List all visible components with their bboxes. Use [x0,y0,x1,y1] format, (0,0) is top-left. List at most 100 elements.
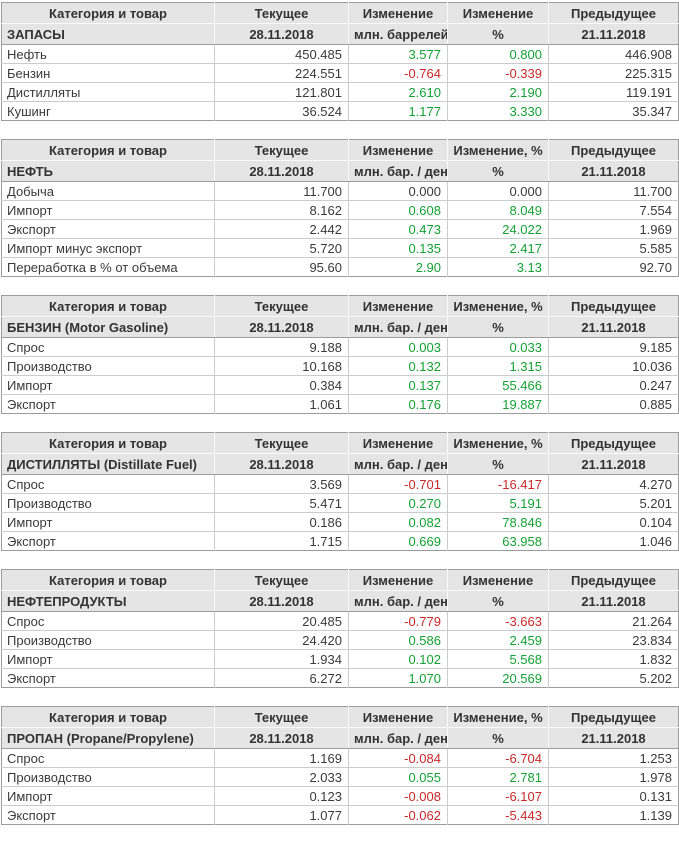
table-title: НЕФТЬ [1,160,215,182]
change-value: 2.90 [348,257,448,277]
propane-table: Категория и товар Текущее Изменение Изме… [1,706,679,825]
col-header-current: Текущее [214,706,349,728]
previous-date: 21.11.2018 [548,453,679,475]
change-pct-value: -5.443 [447,805,549,825]
change-value: 0.473 [348,219,448,239]
current-value: 2.033 [214,767,349,787]
row-label: Импорт [1,512,215,532]
table-row: Импорт 0.384 0.137 55.466 0.247 [1,375,679,395]
change-pct-value: -3.663 [447,611,549,631]
previous-value: 5.201 [548,493,679,513]
previous-value: 5.585 [548,238,679,258]
change-pct-units: % [447,453,549,475]
previous-value: 11.700 [548,181,679,201]
current-value: 9.188 [214,337,349,357]
current-date: 28.11.2018 [214,316,349,338]
row-label: Экспорт [1,805,215,825]
table-row: Импорт 8.162 0.608 8.049 7.554 [1,200,679,220]
change-value: 3.577 [348,44,448,64]
table-row: Импорт 0.186 0.082 78.846 0.104 [1,512,679,532]
col-header-previous: Предыдущее [548,295,679,317]
row-label: Производство [1,356,215,376]
col-header-change: Изменение [348,2,448,24]
col-header-category: Категория и товар [1,2,215,24]
table-row: Производство 24.420 0.586 2.459 23.834 [1,630,679,650]
col-header-previous: Предыдущее [548,2,679,24]
col-header-current: Текущее [214,139,349,161]
previous-date: 21.11.2018 [548,23,679,45]
subheader-row: БЕНЗИН (Motor Gasoline) 28.11.2018 млн. … [1,316,679,338]
previous-value: 92.70 [548,257,679,277]
col-header-category: Категория и товар [1,706,215,728]
previous-value: 1.253 [548,748,679,768]
previous-date: 21.11.2018 [548,590,679,612]
row-label: Спрос [1,748,215,768]
subheader-row: ЗАПАСЫ 28.11.2018 млн. баррелей % 21.11.… [1,23,679,45]
current-date: 28.11.2018 [214,727,349,749]
current-value: 20.485 [214,611,349,631]
column-header-row: Категория и товар Текущее Изменение Изме… [1,706,679,728]
current-value: 0.186 [214,512,349,532]
change-pct-units: % [447,23,549,45]
change-units: млн. бар. / день [348,453,448,475]
previous-date: 21.11.2018 [548,316,679,338]
change-pct-units: % [447,590,549,612]
previous-value: 5.202 [548,668,679,688]
current-value: 36.524 [214,101,349,121]
current-value: 1.077 [214,805,349,825]
table-row: Производство 2.033 0.055 2.781 1.978 [1,767,679,787]
col-header-category: Категория и товар [1,139,215,161]
row-label: Импорт [1,375,215,395]
subheader-row: ДИСТИЛЛЯТЫ (Distillate Fuel) 28.11.2018 … [1,453,679,475]
column-header-row: Категория и товар Текущее Изменение Изме… [1,432,679,454]
change-value: -0.084 [348,748,448,768]
col-header-previous: Предыдущее [548,432,679,454]
table-row: Экспорт 1.061 0.176 19.887 0.885 [1,394,679,414]
change-value: 0.102 [348,649,448,669]
col-header-change-pct: Изменение, % [447,706,549,728]
change-units: млн. бар. / день [348,316,448,338]
change-pct-value: 19.887 [447,394,549,414]
change-value: 0.000 [348,181,448,201]
change-pct-value: -0.339 [447,63,549,83]
current-value: 5.471 [214,493,349,513]
row-label: Переработка в % от объема [1,257,215,277]
change-value: 0.586 [348,630,448,650]
row-label: Спрос [1,474,215,494]
row-label: Кушинг [1,101,215,121]
current-value: 5.720 [214,238,349,258]
change-pct-value: 2.459 [447,630,549,650]
change-value: 0.176 [348,394,448,414]
table-row: Добыча 11.700 0.000 0.000 11.700 [1,181,679,201]
previous-value: 1.969 [548,219,679,239]
table-row: Импорт 0.123 -0.008 -6.107 0.131 [1,786,679,806]
subheader-row: НЕФТЬ 28.11.2018 млн. бар. / день % 21.1… [1,160,679,182]
current-date: 28.11.2018 [214,23,349,45]
table-row: Дистилляты 121.801 2.610 2.190 119.191 [1,82,679,102]
previous-value: 7.554 [548,200,679,220]
change-pct-value: 8.049 [447,200,549,220]
row-label: Экспорт [1,394,215,414]
col-header-change-pct: Изменение, % [447,139,549,161]
col-header-previous: Предыдущее [548,706,679,728]
col-header-previous: Предыдущее [548,139,679,161]
change-pct-value: 20.569 [447,668,549,688]
current-value: 95.60 [214,257,349,277]
previous-value: 21.264 [548,611,679,631]
row-label: Нефть [1,44,215,64]
subheader-row: ПРОПАН (Propane/Propylene) 28.11.2018 мл… [1,727,679,749]
change-units: млн. бар. / день [348,590,448,612]
col-header-change: Изменение [348,706,448,728]
col-header-change-pct: Изменение, % [447,432,549,454]
change-value: 0.270 [348,493,448,513]
current-date: 28.11.2018 [214,160,349,182]
current-value: 10.168 [214,356,349,376]
previous-value: 0.104 [548,512,679,532]
previous-date: 21.11.2018 [548,160,679,182]
row-label: Экспорт [1,668,215,688]
change-pct-value: 5.191 [447,493,549,513]
change-pct-value: -16.417 [447,474,549,494]
row-label: Добыча [1,181,215,201]
previous-value: 119.191 [548,82,679,102]
change-value: 0.003 [348,337,448,357]
